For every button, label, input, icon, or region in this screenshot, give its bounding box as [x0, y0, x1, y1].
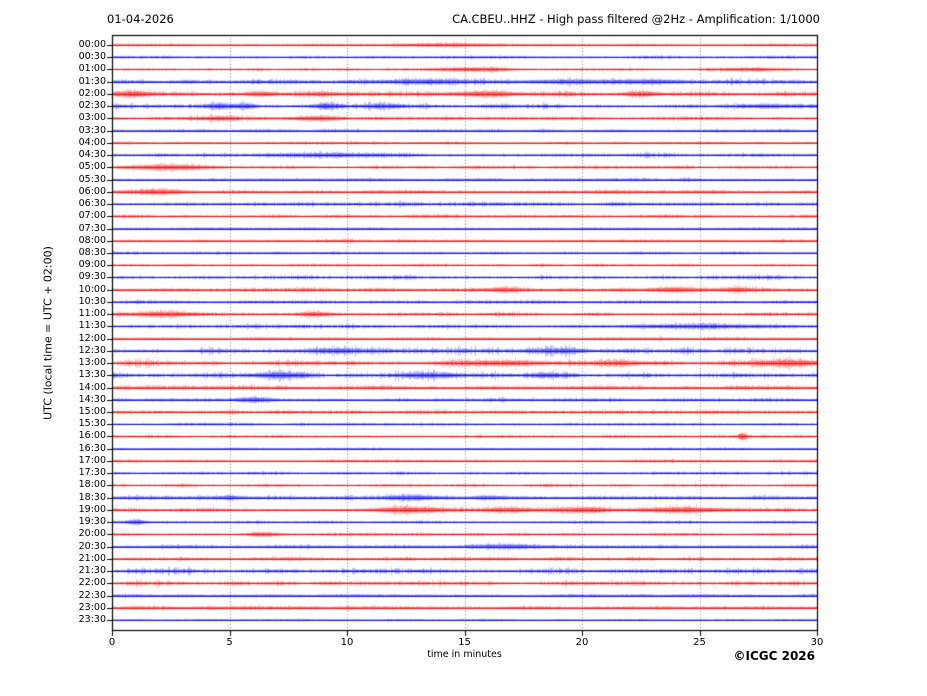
x-tick-label: 30 [810, 637, 824, 648]
y-tick-label: 05:00 [78, 161, 106, 173]
y-tick-label: 14:30 [78, 393, 106, 405]
y-tick-label: 19:00 [78, 503, 106, 515]
y-tick-label: 00:00 [78, 39, 106, 50]
x-tick-label: 5 [226, 637, 233, 648]
y-tick-label: 23:00 [78, 601, 106, 613]
y-tick-label: 09:30 [78, 271, 106, 283]
y-tick-label: 03:00 [78, 112, 106, 124]
y-tick-label: 12:30 [78, 344, 106, 356]
y-tick-label: 15:30 [78, 418, 106, 430]
y-tick-label: 08:00 [78, 234, 106, 246]
y-tick-label: 02:00 [78, 87, 106, 99]
y-tick-label: 15:00 [78, 406, 106, 418]
y-tick-label: 18:30 [78, 491, 106, 503]
x-axis-label: time in minutes [427, 649, 502, 660]
y-tick-label: 17:00 [78, 454, 106, 466]
y-tick-label: 09:00 [78, 259, 106, 271]
y-tick-label: 05:30 [78, 173, 106, 185]
y-tick-label: 12:00 [78, 332, 106, 344]
header-date: 01-04-2026 [107, 12, 174, 26]
y-tick-label: 16:00 [78, 430, 106, 442]
y-tick-label: 13:30 [78, 369, 106, 381]
y-tick-label: 22:00 [78, 577, 106, 589]
x-tick-label: 25 [693, 637, 706, 648]
chart-title: CA.CBEU..HHZ - High pass filtered @2Hz -… [452, 12, 820, 26]
y-tick-label: 06:00 [78, 185, 106, 197]
y-tick-label: 20:30 [78, 540, 106, 552]
y-tick-label: 20:00 [78, 528, 106, 540]
y-tick-label: 07:30 [78, 222, 106, 234]
x-tick-label: 10 [340, 637, 354, 648]
y-tick-label: 03:30 [78, 124, 106, 136]
copyright-notice: ©ICGC 2026 [733, 649, 815, 663]
y-tick-label: 11:30 [78, 320, 106, 332]
y-tick-label: 13:00 [78, 357, 106, 369]
y-tick-label: 06:30 [78, 198, 106, 210]
y-tick-label: 21:30 [78, 565, 106, 577]
y-tick-label: 21:00 [78, 552, 106, 564]
y-tick-label: 11:00 [78, 308, 106, 320]
y-tick-label: 19:30 [78, 516, 106, 528]
y-tick-label: 04:00 [78, 136, 106, 148]
y-tick-label: 07:00 [78, 210, 106, 222]
y-tick-label: 00:30 [78, 51, 106, 63]
y-tick-label: 08:30 [78, 246, 106, 258]
y-tick-label: 17:30 [78, 467, 106, 479]
y-tick-label: 04:30 [78, 149, 106, 161]
y-tick-label: 10:00 [78, 283, 106, 295]
y-tick-label: 02:30 [78, 100, 106, 112]
y-tick-label: 14:00 [78, 381, 106, 393]
y-tick-label: 18:00 [78, 479, 106, 491]
y-tick-label: 10:30 [78, 295, 106, 307]
y-tick-label: 22:30 [78, 589, 106, 601]
y-tick-label: 23:30 [78, 614, 106, 625]
y-tick-label: 01:30 [78, 75, 106, 87]
y-tick-label: 01:00 [78, 63, 106, 75]
y-tick-label: 16:30 [78, 442, 106, 454]
x-tick-label: 0 [108, 637, 116, 648]
x-tick-label: 20 [575, 637, 589, 648]
x-tick-label: 15 [458, 637, 471, 648]
